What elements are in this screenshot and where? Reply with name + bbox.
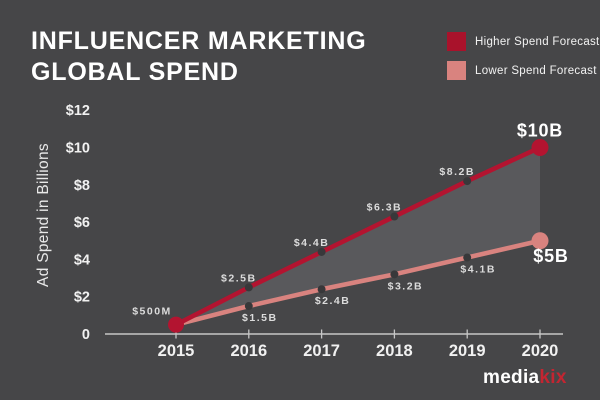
x-tick-label: 2016 bbox=[230, 342, 267, 360]
lower-spend-swatch bbox=[447, 61, 466, 80]
page-title-line1: INFLUENCER MARKETING bbox=[31, 27, 367, 55]
x-tick-label: 2015 bbox=[158, 342, 195, 360]
legend-label-higher: Higher Spend Forecast bbox=[475, 35, 600, 48]
y-tick-label: 0 bbox=[82, 327, 90, 343]
logo-text-media: media bbox=[483, 367, 540, 388]
data-point-dot bbox=[244, 283, 253, 292]
page-title: INFLUENCER MARKETING GLOBAL SPEND bbox=[31, 26, 366, 88]
legend: Higher Spend Forecast Lower Spend Foreca… bbox=[447, 32, 600, 90]
legend-item-lower: Lower Spend Forecast bbox=[447, 61, 600, 80]
data-point-dot bbox=[317, 285, 326, 294]
point-value-label: $3.2B bbox=[388, 280, 424, 292]
data-point-dot bbox=[244, 302, 253, 311]
y-tick-label: $10 bbox=[66, 141, 90, 157]
x-tick-label: 2020 bbox=[522, 342, 559, 360]
point-value-label: $6.3B bbox=[367, 202, 403, 214]
higher-end-point-dot bbox=[531, 139, 549, 156]
y-tick-label: $2 bbox=[74, 290, 90, 306]
x-tick-label: 2018 bbox=[376, 342, 413, 360]
higher-spend-swatch bbox=[447, 32, 466, 51]
page-title-line2: GLOBAL SPEND bbox=[31, 58, 239, 86]
y-tick-label: $4 bbox=[74, 252, 90, 268]
point-value-label: $500M bbox=[132, 306, 172, 318]
data-point-dot bbox=[463, 177, 472, 186]
lower-spend-line bbox=[173, 238, 543, 327]
point-value-label: $1.5B bbox=[242, 312, 278, 324]
start-point-dot bbox=[168, 316, 184, 333]
point-value-label: $2.5B bbox=[221, 272, 257, 284]
point-value-label: $2.4B bbox=[315, 295, 351, 307]
lower-end-point-dot bbox=[531, 232, 549, 250]
point-value-label: $8.2B bbox=[439, 166, 475, 178]
point-value-label: $4.1B bbox=[460, 264, 496, 276]
data-point-dot bbox=[463, 253, 472, 262]
y-tick-label: $12 bbox=[66, 103, 90, 119]
legend-item-higher: Higher Spend Forecast bbox=[447, 32, 600, 51]
data-point-dot bbox=[390, 270, 399, 279]
point-value-label: $10B bbox=[517, 121, 563, 141]
point-value-label: $4.4B bbox=[294, 237, 330, 249]
point-value-label: $5B bbox=[533, 246, 568, 266]
x-tick-label: 2019 bbox=[449, 342, 486, 360]
legend-label-lower: Lower Spend Forecast bbox=[475, 64, 597, 77]
mediakix-logo: mediakix bbox=[483, 367, 567, 389]
data-point-dot bbox=[317, 247, 326, 256]
y-tick-label: $8 bbox=[74, 178, 90, 194]
data-point-dot bbox=[390, 212, 399, 221]
y-tick-label: $6 bbox=[74, 215, 90, 231]
logo-text-kix: kix bbox=[539, 367, 567, 388]
higher-spend-line bbox=[173, 145, 543, 327]
x-tick-label: 2017 bbox=[303, 342, 340, 360]
